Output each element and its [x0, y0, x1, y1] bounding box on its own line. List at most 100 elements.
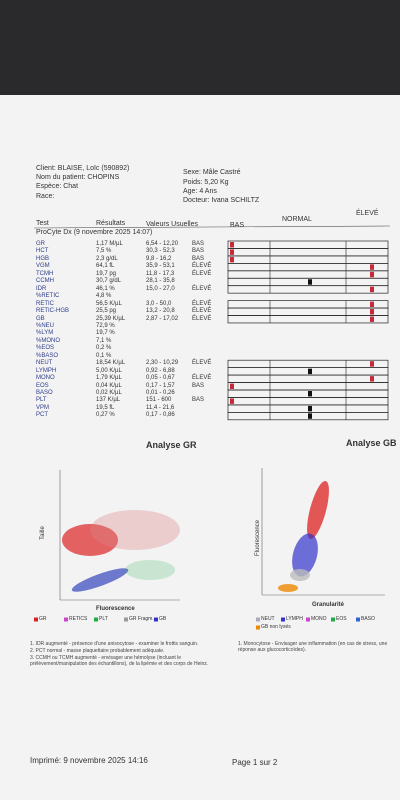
result: 0,27 %	[96, 412, 115, 419]
range: 151 - 600	[146, 397, 172, 404]
gauge-row	[227, 255, 389, 264]
legend-label: MONO	[311, 616, 327, 622]
legend-swatch	[154, 617, 158, 622]
flag: ÉLEVÉ	[192, 270, 212, 277]
result: 19,5 fL	[96, 404, 115, 411]
result: 1,79 K/µL	[96, 375, 122, 382]
range: 13,2 - 20,8	[146, 308, 175, 315]
result: 137 K/µL	[96, 397, 121, 404]
result: 19,7 pg	[96, 270, 117, 277]
legend-swatch	[124, 617, 128, 622]
legend-label: GR	[39, 616, 47, 622]
legend-label: GB	[159, 616, 167, 622]
result: 64,1 fL	[96, 263, 115, 270]
column-header: Test	[36, 220, 49, 227]
test-name: PLT	[36, 397, 47, 404]
result: 18,54 K/µL	[96, 360, 126, 367]
test-name: RETIC	[36, 300, 54, 307]
gauge-marker	[370, 361, 374, 367]
test-name: %RETIC	[36, 293, 60, 300]
range: 6,54 - 12,20	[146, 241, 179, 247]
column-header: ÉLEVÉ	[356, 210, 379, 217]
printed: Imprimé: 9 novembre 2025 14:16	[30, 756, 148, 765]
result: 2,3 g/dL	[96, 255, 118, 262]
flag: ÉLEVÉ	[192, 375, 212, 382]
gr-scatter	[59, 470, 180, 601]
x-label: Fluorescence	[96, 606, 135, 612]
note: 2. PCT normal - masse plaquettaire proba…	[30, 648, 165, 654]
gauge-row	[227, 240, 389, 249]
species: Espèce: Chat	[36, 183, 79, 190]
legend-label: RETICS	[69, 616, 88, 622]
gauge-marker	[230, 383, 234, 389]
flag: BAS	[192, 382, 205, 389]
gauge-marker	[370, 316, 374, 322]
gauge-row	[227, 359, 389, 369]
result: 19,7 %	[96, 330, 115, 337]
legend-label: EOS	[336, 616, 347, 622]
test-name: HGB	[36, 255, 50, 262]
gauge-marker	[370, 264, 374, 270]
flag: ÉLEVÉ	[192, 263, 212, 270]
gauge-row	[227, 263, 389, 272]
paper	[0, 95, 400, 800]
patient: Nom du patient: CHOPINS	[36, 174, 120, 181]
range: 0,01 - 0,26	[146, 390, 175, 396]
range: 28,1 - 35,8	[146, 278, 175, 285]
column-header: Résultats	[96, 220, 126, 227]
result: 72,9 %	[96, 322, 115, 329]
client: Client: BLAISE, Loïc (590892)	[36, 165, 130, 172]
result: 5,00 K/µL	[96, 367, 122, 374]
weight: Poids: 5,20 Kg	[183, 179, 229, 186]
column-header: Valeurs Usuelles	[146, 221, 199, 228]
legend-label: NEUT	[261, 616, 275, 622]
result: 0,2 %	[96, 345, 112, 352]
gauge-marker	[370, 271, 374, 278]
gauge-row	[227, 307, 389, 316]
result: 7,5 %	[96, 248, 112, 255]
test-name: %NEU	[36, 322, 55, 329]
range: 0,17 - 0,86	[146, 412, 175, 419]
legend-swatch	[331, 617, 335, 622]
gauge-marker	[230, 242, 234, 248]
result: 30,7 g/dL	[96, 278, 122, 285]
range: 11,8 - 17,3	[146, 270, 175, 277]
flag: ÉLEVÉ	[192, 360, 212, 367]
y-label: Fluorescence	[255, 519, 262, 557]
legend-swatch	[94, 617, 98, 622]
range: 11,4 - 21,6	[146, 404, 175, 411]
range: 9,8 - 16,2	[146, 255, 172, 262]
note: 1. IDR augmenté - présence d'une anisocy…	[30, 641, 199, 647]
chart-title: Analyse GR	[146, 440, 197, 450]
test-name: PCT	[36, 412, 48, 419]
test-name: MONO	[36, 375, 55, 382]
legend-label: GB non lysés	[261, 624, 291, 630]
test-name: TCMH	[36, 270, 54, 277]
result: 1,17 M/µL	[96, 241, 123, 247]
test-name: GB	[36, 315, 45, 322]
test-name: %MONO	[36, 337, 60, 344]
legend-label: LYMPH	[286, 616, 303, 622]
gauge-row	[227, 374, 389, 383]
flag: BAS	[192, 241, 205, 247]
gauge-row	[227, 412, 389, 421]
legend-label: BASO	[361, 616, 375, 622]
chart-title: Analyse GB	[346, 438, 397, 448]
flag: ÉLEVÉ	[192, 315, 212, 322]
legend-swatch	[306, 617, 310, 622]
flag: ÉLEVÉ	[192, 300, 212, 307]
result: 25,39 K/µL	[96, 315, 126, 322]
result: 46,1 %	[96, 285, 115, 292]
flag: BAS	[192, 397, 205, 404]
flag: ÉLEVÉ	[192, 285, 212, 292]
range: 0,05 - 0,67	[146, 375, 175, 382]
test-name: EOS	[36, 382, 49, 389]
result: 0,02 K/µL	[96, 390, 122, 396]
header-rule	[33, 225, 391, 229]
test-name: CCMH	[36, 278, 54, 285]
x-label: Granularité	[312, 602, 345, 608]
gauge-marker	[308, 391, 312, 397]
flag: ÉLEVÉ	[192, 308, 212, 315]
